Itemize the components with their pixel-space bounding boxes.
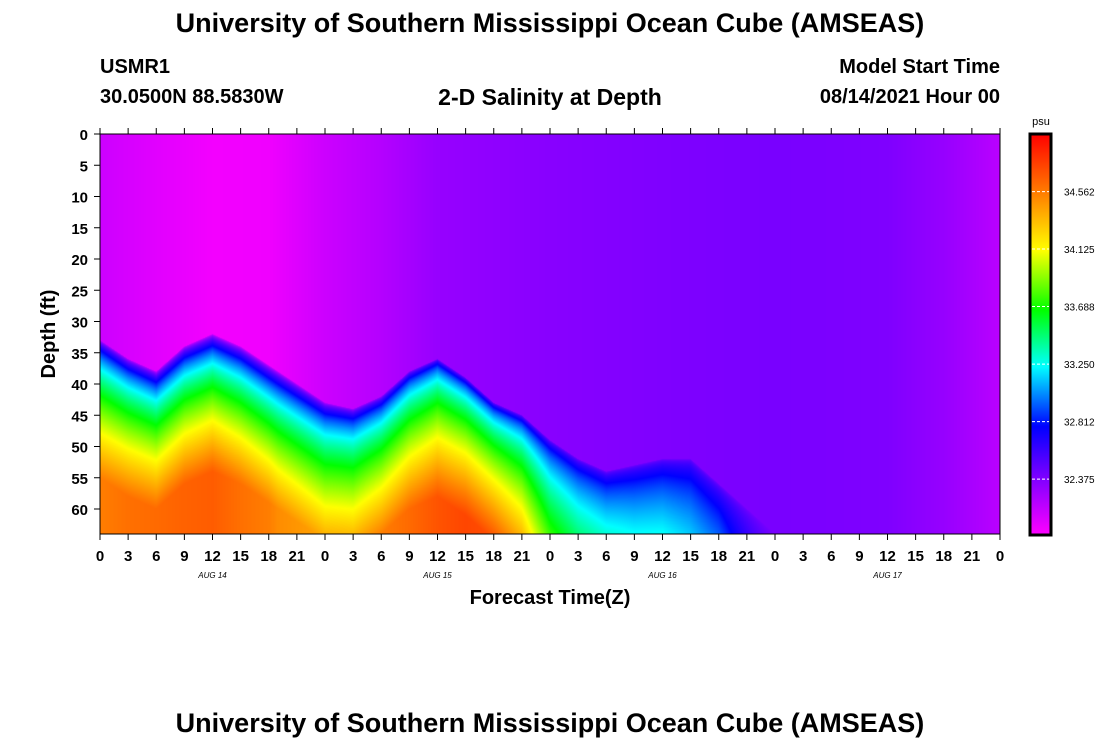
station-coordinates: 30.0500N 88.5830W xyxy=(100,86,284,108)
y-tick-label: 15 xyxy=(71,221,88,238)
x-tick-label: 15 xyxy=(907,548,924,565)
x-tick-label: 6 xyxy=(377,548,385,565)
y-tick-label: 35 xyxy=(71,346,88,363)
x-tick-label: 9 xyxy=(405,548,413,565)
date-label: AUG 14 xyxy=(197,571,227,580)
x-tick-label: 3 xyxy=(349,548,357,565)
colorbar-scale xyxy=(1028,132,1053,537)
x-tick-label: 0 xyxy=(996,548,1004,565)
x-tick-label: 12 xyxy=(879,548,896,565)
x-tick-label: 9 xyxy=(630,548,638,565)
model-start-label: Model Start Time xyxy=(839,56,1000,78)
x-tick-label: 12 xyxy=(204,548,221,565)
y-tick-label: 60 xyxy=(71,502,88,519)
x-tick-label: 0 xyxy=(546,548,554,565)
y-axis-title: Depth (ft) xyxy=(38,290,60,379)
model-start-value: 08/14/2021 Hour 00 xyxy=(819,86,1000,108)
x-tick-label: 15 xyxy=(232,548,249,565)
x-tick-label: 12 xyxy=(654,548,671,565)
colorbar-tick-label: 32.812 xyxy=(1064,418,1095,429)
x-tick-label: 18 xyxy=(485,548,502,565)
x-tick-label: 0 xyxy=(96,548,104,565)
y-tick-label: 40 xyxy=(71,377,88,394)
x-tick-label: 0 xyxy=(771,548,779,565)
colorbar-unit: psu xyxy=(1032,116,1050,128)
x-tick-label: 9 xyxy=(180,548,188,565)
y-tick-label: 45 xyxy=(71,408,88,425)
colorbar-tick-label: 33.250 xyxy=(1064,360,1095,371)
y-tick-label: 5 xyxy=(80,158,88,175)
y-tick-label: 50 xyxy=(71,440,88,457)
y-tick-label: 0 xyxy=(80,127,88,144)
x-axis-title: Forecast Time(Z) xyxy=(470,587,631,609)
colorbar-tick-label: 32.375 xyxy=(1064,475,1095,486)
date-label: AUG 16 xyxy=(647,571,677,580)
colorbar: psu 34.562 34.125 33.688 33.250 32.812 32.375 xyxy=(1028,116,1095,537)
x-tick-label: 18 xyxy=(260,548,277,565)
date-label: AUG 17 xyxy=(872,571,902,580)
y-tick-label: 20 xyxy=(71,252,88,269)
x-tick-label: 3 xyxy=(124,548,132,565)
station-id: USMR1 xyxy=(100,56,171,78)
date-label: AUG 15 xyxy=(422,571,452,580)
y-tick-label: 10 xyxy=(71,190,88,207)
colorbar-ticks: 34.562 34.125 33.688 33.250 32.812 32.375 xyxy=(1032,188,1095,486)
chart-subtitle: 2-D Salinity at Depth xyxy=(438,84,662,110)
x-tick-label: 18 xyxy=(935,548,952,565)
x-axis: 0 3 6 9 12 15 18 21 0 3 6 9 12 15 18 21 0 3 6 9 12 15 18 21 0 3 6 9… xyxy=(96,128,1004,565)
y-tick-label: 55 xyxy=(71,471,88,488)
heatmap-plot-area xyxy=(100,134,1000,534)
page-title: University of Southern Mississippi Ocean… xyxy=(175,8,925,38)
x-tick-label: 6 xyxy=(602,548,610,565)
y-axis: 0 5 10 15 20 25 30 35 40 45 50 55 60 xyxy=(71,127,100,519)
x-tick-label: 21 xyxy=(289,548,306,565)
colorbar-tick-label: 34.125 xyxy=(1064,245,1095,256)
x-tick-label: 3 xyxy=(799,548,807,565)
colorbar-tick-label: 33.688 xyxy=(1064,302,1095,313)
x-tick-label: 9 xyxy=(855,548,863,565)
x-tick-label: 15 xyxy=(682,548,699,565)
x-tick-label: 15 xyxy=(457,548,474,565)
x-tick-label: 21 xyxy=(739,548,756,565)
colorbar-tick-label: 34.562 xyxy=(1064,188,1095,199)
y-tick-label: 25 xyxy=(71,283,88,300)
date-labels: AUG 14 AUG 15 AUG 16 AUG 17 xyxy=(197,571,902,580)
x-tick-label: 6 xyxy=(152,548,160,565)
x-tick-label: 6 xyxy=(827,548,835,565)
footer-title: University of Southern Mississippi Ocean… xyxy=(175,708,925,738)
x-tick-label: 21 xyxy=(514,548,531,565)
x-tick-label: 21 xyxy=(964,548,981,565)
x-tick-label: 12 xyxy=(429,548,446,565)
x-tick-label: 0 xyxy=(321,548,329,565)
x-tick-label: 18 xyxy=(710,548,727,565)
y-tick-label: 30 xyxy=(71,315,88,332)
x-tick-label: 3 xyxy=(574,548,582,565)
